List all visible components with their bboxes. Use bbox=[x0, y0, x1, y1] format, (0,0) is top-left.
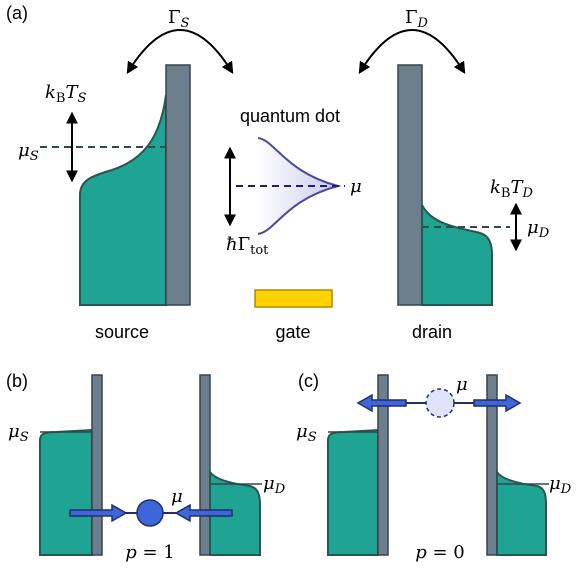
label-part: B bbox=[56, 91, 66, 106]
label-part: μ bbox=[350, 176, 362, 197]
label-part: μ bbox=[456, 374, 468, 395]
label-part: Γ bbox=[238, 234, 251, 255]
panel-b-label: (b) bbox=[6, 371, 28, 391]
mu-d-c-label: μD bbox=[549, 473, 572, 497]
label-part: k bbox=[490, 177, 501, 198]
label-part: μ bbox=[296, 421, 308, 442]
label-part: D bbox=[560, 482, 572, 497]
gate-electrode bbox=[255, 290, 332, 307]
panel-a bbox=[40, 30, 516, 307]
kbt-d-label: kBTD bbox=[490, 177, 534, 201]
mu-b-label: μ bbox=[171, 486, 183, 507]
label-part: S bbox=[181, 16, 190, 31]
label-part: S bbox=[308, 430, 317, 445]
label-part: μ bbox=[527, 217, 539, 238]
label-part: S bbox=[30, 149, 39, 164]
kbt-s-label: kBTS bbox=[45, 82, 87, 106]
electron bbox=[137, 500, 163, 526]
label-part: (a) bbox=[6, 3, 28, 23]
label-part: k bbox=[45, 82, 56, 103]
label-part: p bbox=[415, 542, 427, 563]
label-part: S bbox=[78, 91, 87, 106]
label-part: D bbox=[417, 16, 429, 31]
gamma-s-label: ΓS bbox=[168, 7, 190, 31]
label-part: quantum dot bbox=[240, 106, 340, 126]
label-part: μ bbox=[171, 486, 183, 507]
label-part: μ bbox=[18, 140, 30, 161]
diagram: (a)ΓSΓDkBTSμSquantum dotμħΓtotkBTDμDsour… bbox=[0, 0, 583, 573]
label-part: D bbox=[522, 186, 534, 201]
label-part: μ bbox=[263, 473, 275, 494]
source-barrier bbox=[166, 65, 190, 305]
drain-barrier bbox=[398, 65, 422, 305]
label-part: (c) bbox=[298, 371, 319, 391]
panel-b bbox=[40, 375, 262, 555]
mu-d-a-label: μD bbox=[527, 217, 550, 241]
p-c-label: p = 0 bbox=[415, 542, 465, 563]
drain-barrier bbox=[200, 375, 210, 555]
panel-c bbox=[328, 375, 549, 555]
source-label: source bbox=[95, 322, 149, 342]
label-part: gate bbox=[275, 322, 310, 342]
label-part: = 0 bbox=[427, 542, 465, 563]
label-part: tot bbox=[250, 243, 269, 258]
source-fill bbox=[40, 430, 92, 555]
mu-s-b-label: μS bbox=[8, 421, 29, 445]
drain-label: drain bbox=[412, 322, 452, 342]
label-part: source bbox=[95, 322, 149, 342]
source-fill bbox=[80, 95, 166, 305]
label-part: μ bbox=[8, 421, 20, 442]
hbar-gamma-label: ħΓtot bbox=[226, 234, 269, 258]
label-part: Γ bbox=[168, 7, 181, 28]
p-b-label: p = 1 bbox=[125, 542, 175, 563]
label-part: S bbox=[20, 430, 29, 445]
source-barrier bbox=[92, 375, 102, 555]
quantum-dot-label: quantum dot bbox=[240, 106, 340, 126]
gate-label: gate bbox=[275, 322, 310, 342]
gamma-d-label: ΓD bbox=[405, 7, 429, 31]
label-part: D bbox=[274, 482, 286, 497]
panel-c-label: (c) bbox=[298, 371, 319, 391]
source-fill bbox=[328, 430, 378, 555]
mu-s-a-label: μS bbox=[18, 140, 39, 164]
label-part: D bbox=[538, 226, 550, 241]
label-part: (b) bbox=[6, 371, 28, 391]
label-part: B bbox=[501, 186, 511, 201]
label-part: drain bbox=[412, 322, 452, 342]
mu-s-c-label: μS bbox=[296, 421, 317, 445]
drain-fill bbox=[422, 205, 492, 305]
empty-level bbox=[426, 389, 454, 417]
label-part: = 1 bbox=[137, 542, 175, 563]
mu-a-label: μ bbox=[350, 176, 362, 197]
mu-c-label: μ bbox=[456, 374, 468, 395]
mu-d-b-label: μD bbox=[263, 473, 286, 497]
label-part: p bbox=[125, 542, 137, 563]
label-part: ħ bbox=[226, 234, 238, 255]
label-part: Γ bbox=[405, 7, 418, 28]
panel-a-label: (a) bbox=[6, 3, 28, 23]
label-part: μ bbox=[549, 473, 561, 494]
